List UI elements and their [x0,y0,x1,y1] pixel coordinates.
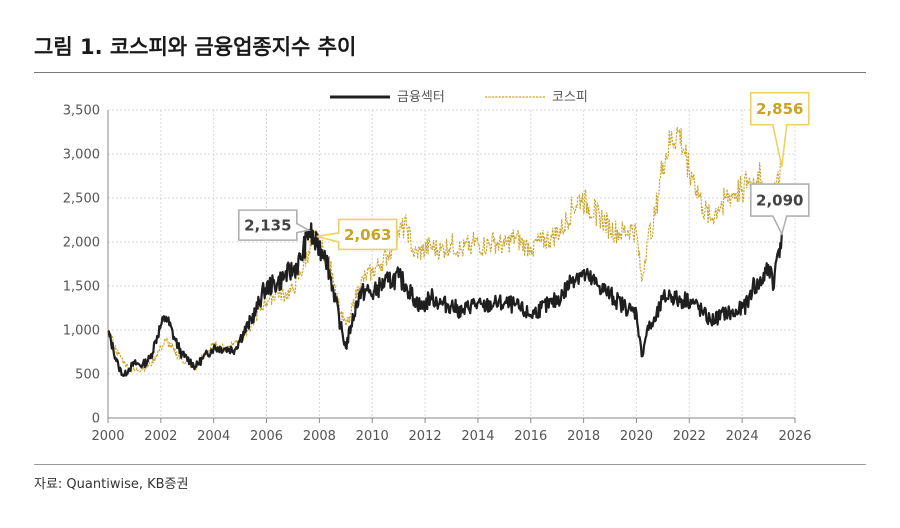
callout-box [749,91,810,167]
source-divider [34,464,866,465]
callout-label: 2,063 [344,226,391,244]
line-chart: 0 500 1,000 1,500 2,000 2,500 3,000 3,500 2000 20… [63,90,812,445]
chart-series [107,127,783,377]
series-line-kospi [107,127,783,374]
callout-label: 2,135 [244,217,291,235]
y-tick-label: 3,500 [63,104,100,119]
callout-finance: 2,090 [749,183,810,237]
y-tick-label: 3,000 [63,148,100,163]
chart-grid [108,109,796,418]
source-note: 자료: Quantiwise, KB증권 [34,477,189,492]
chart-callouts: 2,135 2,063 2,856 2,090 [238,91,810,251]
legend-label-kospi: 코스피 [552,90,588,105]
series-line-finance [107,222,783,377]
callout-kospi: 2,856 [749,91,810,167]
x-tick-label: 2010 [356,429,389,444]
x-tick-label: 2012 [409,429,442,444]
x-tick-label: 2024 [726,429,759,444]
y-tick-label: 2,000 [63,236,100,251]
chart-axes: 0 500 1,000 1,500 2,000 2,500 3,000 3,500 2000 20… [63,104,812,445]
y-tick-label: 2,500 [63,192,100,207]
x-tick-label: 2020 [620,429,653,444]
x-tick-label: 2002 [144,429,177,444]
x-tick-label: 2014 [461,429,494,444]
callout-box [749,183,810,237]
callout-label: 2,090 [756,192,803,210]
x-tick-label: 2006 [250,429,283,444]
y-tick-label: 1,000 [63,324,100,339]
callout-box [238,209,312,241]
callout-box [316,218,398,251]
title-divider [34,72,866,73]
x-tick-label: 2008 [303,429,336,444]
page-title: 그림 1. 코스피와 금융업종지수 추이 [34,35,357,59]
y-tick-label: 1,500 [63,280,100,295]
x-tick-label: 2026 [778,429,811,444]
chart-legend: 금융섹터 코스피 [330,90,588,105]
callout-kospi: 2,063 [316,218,398,251]
x-tick-label: 2022 [673,429,706,444]
y-tick-label: 0 [92,412,100,427]
x-tick-label: 2018 [567,429,600,444]
legend-label-finance: 금융섹터 [397,90,445,105]
x-tick-label: 2000 [91,429,124,444]
y-tick-label: 500 [75,368,100,383]
x-tick-label: 2004 [197,429,230,444]
callout-label: 2,856 [756,100,803,118]
x-tick-label: 2016 [514,429,547,444]
callout-finance: 2,135 [238,209,312,241]
